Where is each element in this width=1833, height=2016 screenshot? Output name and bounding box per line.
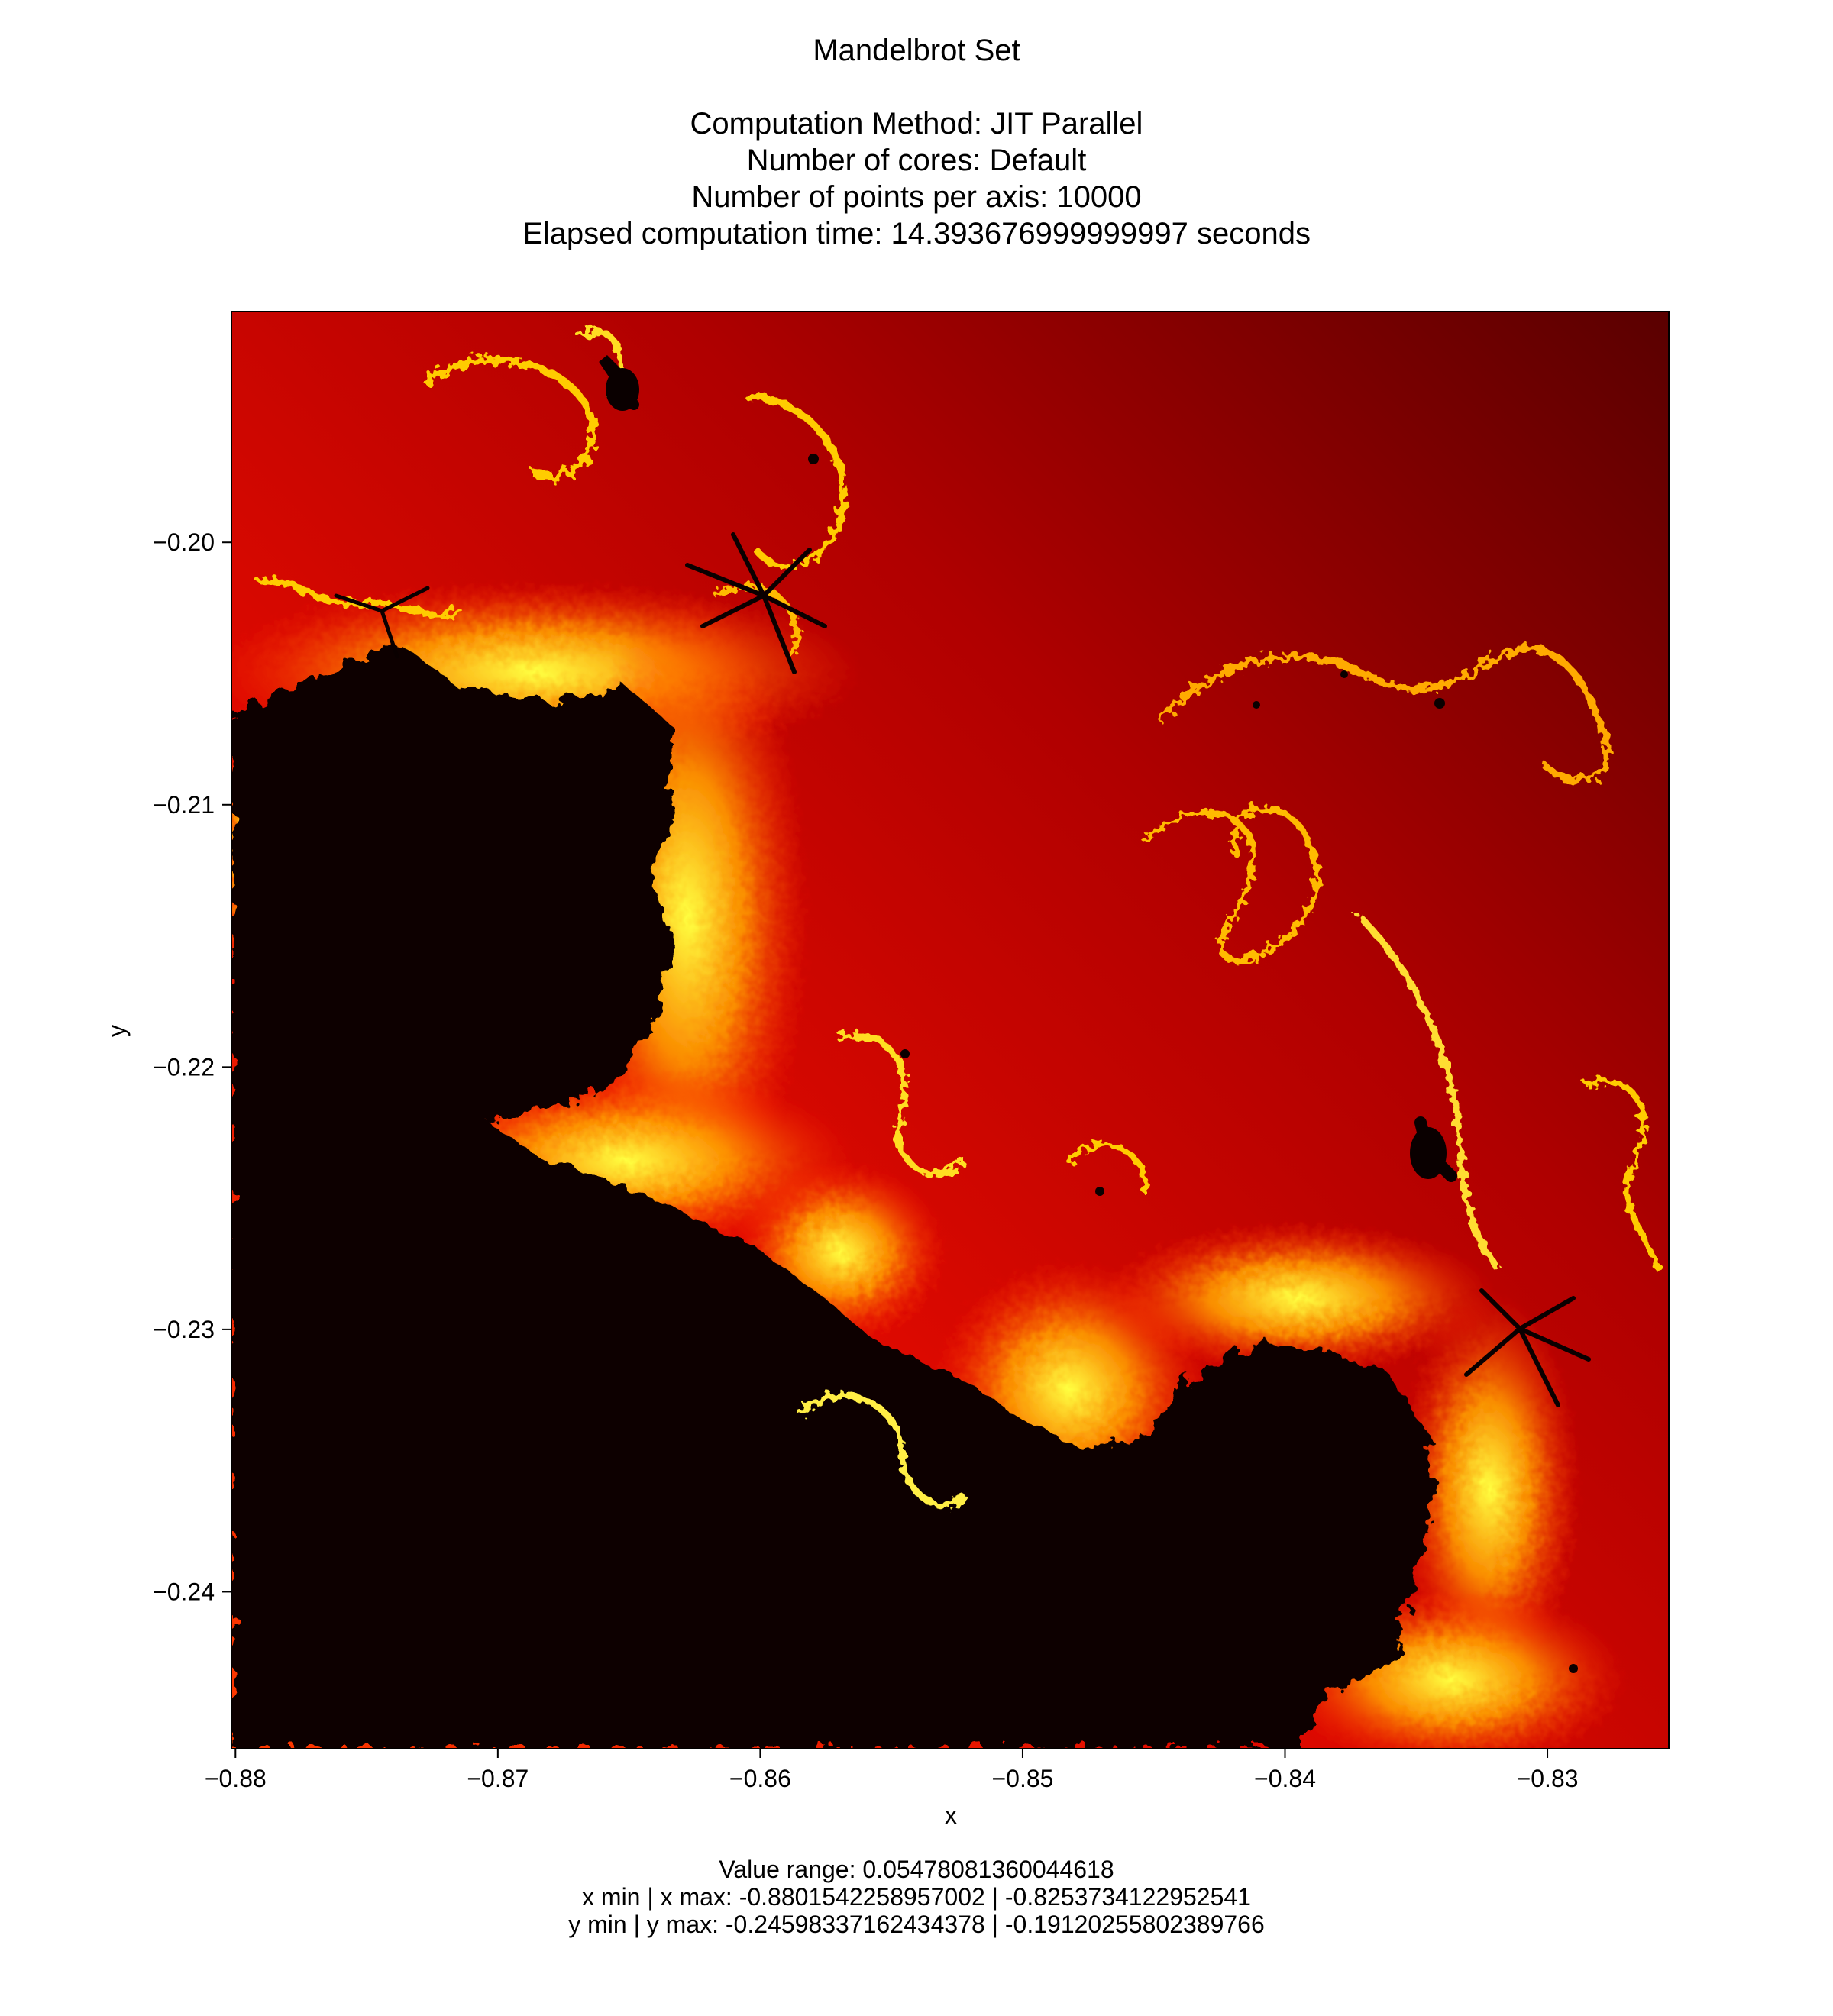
caption-value-range: Value range: 0.05478081360044618 (719, 1856, 1114, 1883)
subtitle-line-method: Computation Method: JIT Parallel (690, 107, 1143, 141)
set-interior (231, 641, 1436, 1749)
chart-subtitle-block: Computation Method: JIT Parallel Number … (0, 105, 1833, 252)
y-axis-ticks: −0.20 −0.21 −0.22 −0.23 −0.24 (153, 528, 231, 1605)
y-tick-label: −0.23 (153, 1316, 215, 1343)
x-axis-label: x (945, 1801, 957, 1829)
x-tick-label: −0.85 (991, 1765, 1053, 1792)
x-tick-label: −0.84 (1254, 1765, 1316, 1792)
subtitle-line-points: Number of points per axis: 10000 (691, 180, 1142, 214)
x-axis-ticks: −0.88 −0.87 −0.86 −0.85 −0.84 −0.83 (205, 1749, 1579, 1792)
x-tick-label: −0.87 (467, 1765, 529, 1792)
caption-y-range: y min | y max: -0.24598337162434378 | -0… (568, 1911, 1265, 1938)
chart-caption: Value range: 0.05478081360044618 x min |… (0, 1856, 1833, 1938)
x-tick-label: −0.86 (729, 1765, 791, 1792)
y-tick-label: −0.22 (153, 1053, 215, 1081)
axes-frame (231, 311, 1670, 1749)
subtitle-line-cores: Number of cores: Default (746, 144, 1087, 177)
y-axis-label: y (103, 1025, 131, 1037)
y-tick-label: −0.20 (153, 528, 215, 556)
y-tick-label: −0.24 (153, 1578, 215, 1605)
x-tick-label: −0.83 (1517, 1765, 1579, 1792)
caption-x-range: x min | x max: -0.8801542258957002 | -0.… (582, 1883, 1251, 1911)
plot-area (231, 312, 1669, 1749)
fractal-tendrils (256, 328, 1660, 1510)
chart-title: Mandelbrot Set (813, 34, 1020, 67)
x-tick-label: −0.88 (205, 1765, 267, 1792)
y-tick-label: −0.21 (153, 791, 215, 819)
subtitle-line-time: Elapsed computation time: 14.39367699999… (522, 217, 1311, 250)
chart-title-block: Mandelbrot Set (0, 32, 1833, 69)
mini-bulbs (606, 368, 1578, 1673)
